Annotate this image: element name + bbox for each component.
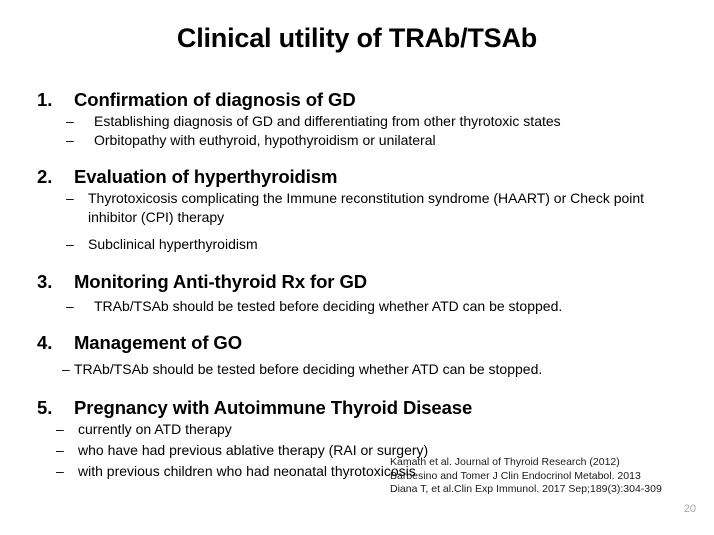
list-item-text: Orbitopathy with euthyroid, hypothyroidi… <box>94 132 436 148</box>
dash-bullet-icon: – <box>62 361 70 377</box>
list-item-text: TRAb/TSAb should be tested before decidi… <box>74 361 543 377</box>
list-item: – Thyrotoxicosis complicating the Immune… <box>0 189 714 227</box>
section-2-heading: 2. Evaluation of hyperthyroidism <box>0 165 714 189</box>
reference-item: Barbesino and Tomer J Clin Endocrinol Me… <box>390 469 641 482</box>
dash-bullet-icon: – <box>66 132 74 148</box>
section-2-title: Evaluation of hyperthyroidism <box>74 166 338 187</box>
dash-bullet-icon: – <box>56 421 64 437</box>
slide-title: Clinical utility of TRAb/TSAb <box>176 23 538 53</box>
reference-list: Kamath et al. Journal of Thyroid Researc… <box>390 456 662 497</box>
section-5-number: 5. <box>37 397 53 418</box>
dash-bullet-icon: – <box>56 442 64 458</box>
list-item-text: Establishing diagnosis of GD and differe… <box>94 113 561 129</box>
section-5-heading: 5. Pregnancy with Autoimmune Thyroid Dis… <box>0 396 714 420</box>
section-3-number: 3. <box>37 271 53 292</box>
section-4-title: Management of GO <box>74 332 242 353</box>
list-item-text: TRAb/TSAb should be tested before decidi… <box>94 298 563 314</box>
list-item-text: Thyrotoxicosis complicating the Immune r… <box>88 190 645 225</box>
section-4: 4. Management of GO – TRAb/TSAb should b… <box>0 331 714 379</box>
section-2: 2. Evaluation of hyperthyroidism – Thyro… <box>0 165 714 254</box>
reference-item: Kamath et al. Journal of Thyroid Researc… <box>390 456 620 468</box>
dash-bullet-icon: – <box>66 113 74 129</box>
section-1-number: 1. <box>37 89 53 110</box>
list-item-text: who have had previous ablative therapy (… <box>78 442 429 458</box>
list-item: – Orbitopathy with euthyroid, hypothyroi… <box>0 131 714 150</box>
section-3: 3. Monitoring Anti-thyroid Rx for GD – T… <box>0 270 714 316</box>
dash-bullet-icon: – <box>66 190 74 206</box>
list-item: – Establishing diagnosis of GD and diffe… <box>0 112 714 131</box>
slide-body: 1. Confirmation of diagnosis of GD – Est… <box>0 88 714 481</box>
list-item: – TRAb/TSAb should be tested before deci… <box>0 360 714 379</box>
list-item: – Subclinical hyperthyroidism <box>0 235 714 254</box>
section-3-title: Monitoring Anti-thyroid Rx for GD <box>74 271 367 292</box>
section-2-number: 2. <box>37 166 53 187</box>
list-item-text: with previous children who had neonatal … <box>78 463 416 479</box>
section-1: 1. Confirmation of diagnosis of GD – Est… <box>0 88 714 150</box>
section-1-title: Confirmation of diagnosis of GD <box>74 89 356 110</box>
section-5-title: Pregnancy with Autoimmune Thyroid Diseas… <box>74 397 473 418</box>
list-item-text: currently on ATD therapy <box>78 421 232 437</box>
list-item: – who have had previous ablative therapy… <box>0 441 714 460</box>
section-4-heading: 4. Management of GO <box>0 331 714 355</box>
list-item-text: Subclinical hyperthyroidism <box>88 236 258 252</box>
dash-bullet-icon: – <box>66 298 74 314</box>
section-3-heading: 3. Monitoring Anti-thyroid Rx for GD <box>0 270 714 294</box>
list-item: – with previous children who had neonata… <box>0 462 714 481</box>
dash-bullet-icon: – <box>56 463 64 479</box>
section-1-heading: 1. Confirmation of diagnosis of GD <box>0 88 714 112</box>
dash-bullet-icon: – <box>66 236 74 252</box>
page-number: 20 <box>683 503 696 515</box>
section-4-number: 4. <box>37 332 53 353</box>
reference-item: Diana T, et al.Clin Exp Immunol. 2017 Se… <box>390 483 662 495</box>
section-5: 5. Pregnancy with Autoimmune Thyroid Dis… <box>0 396 714 481</box>
list-item: – currently on ATD therapy <box>0 420 714 439</box>
list-item: – TRAb/TSAb should be tested before deci… <box>0 297 714 316</box>
